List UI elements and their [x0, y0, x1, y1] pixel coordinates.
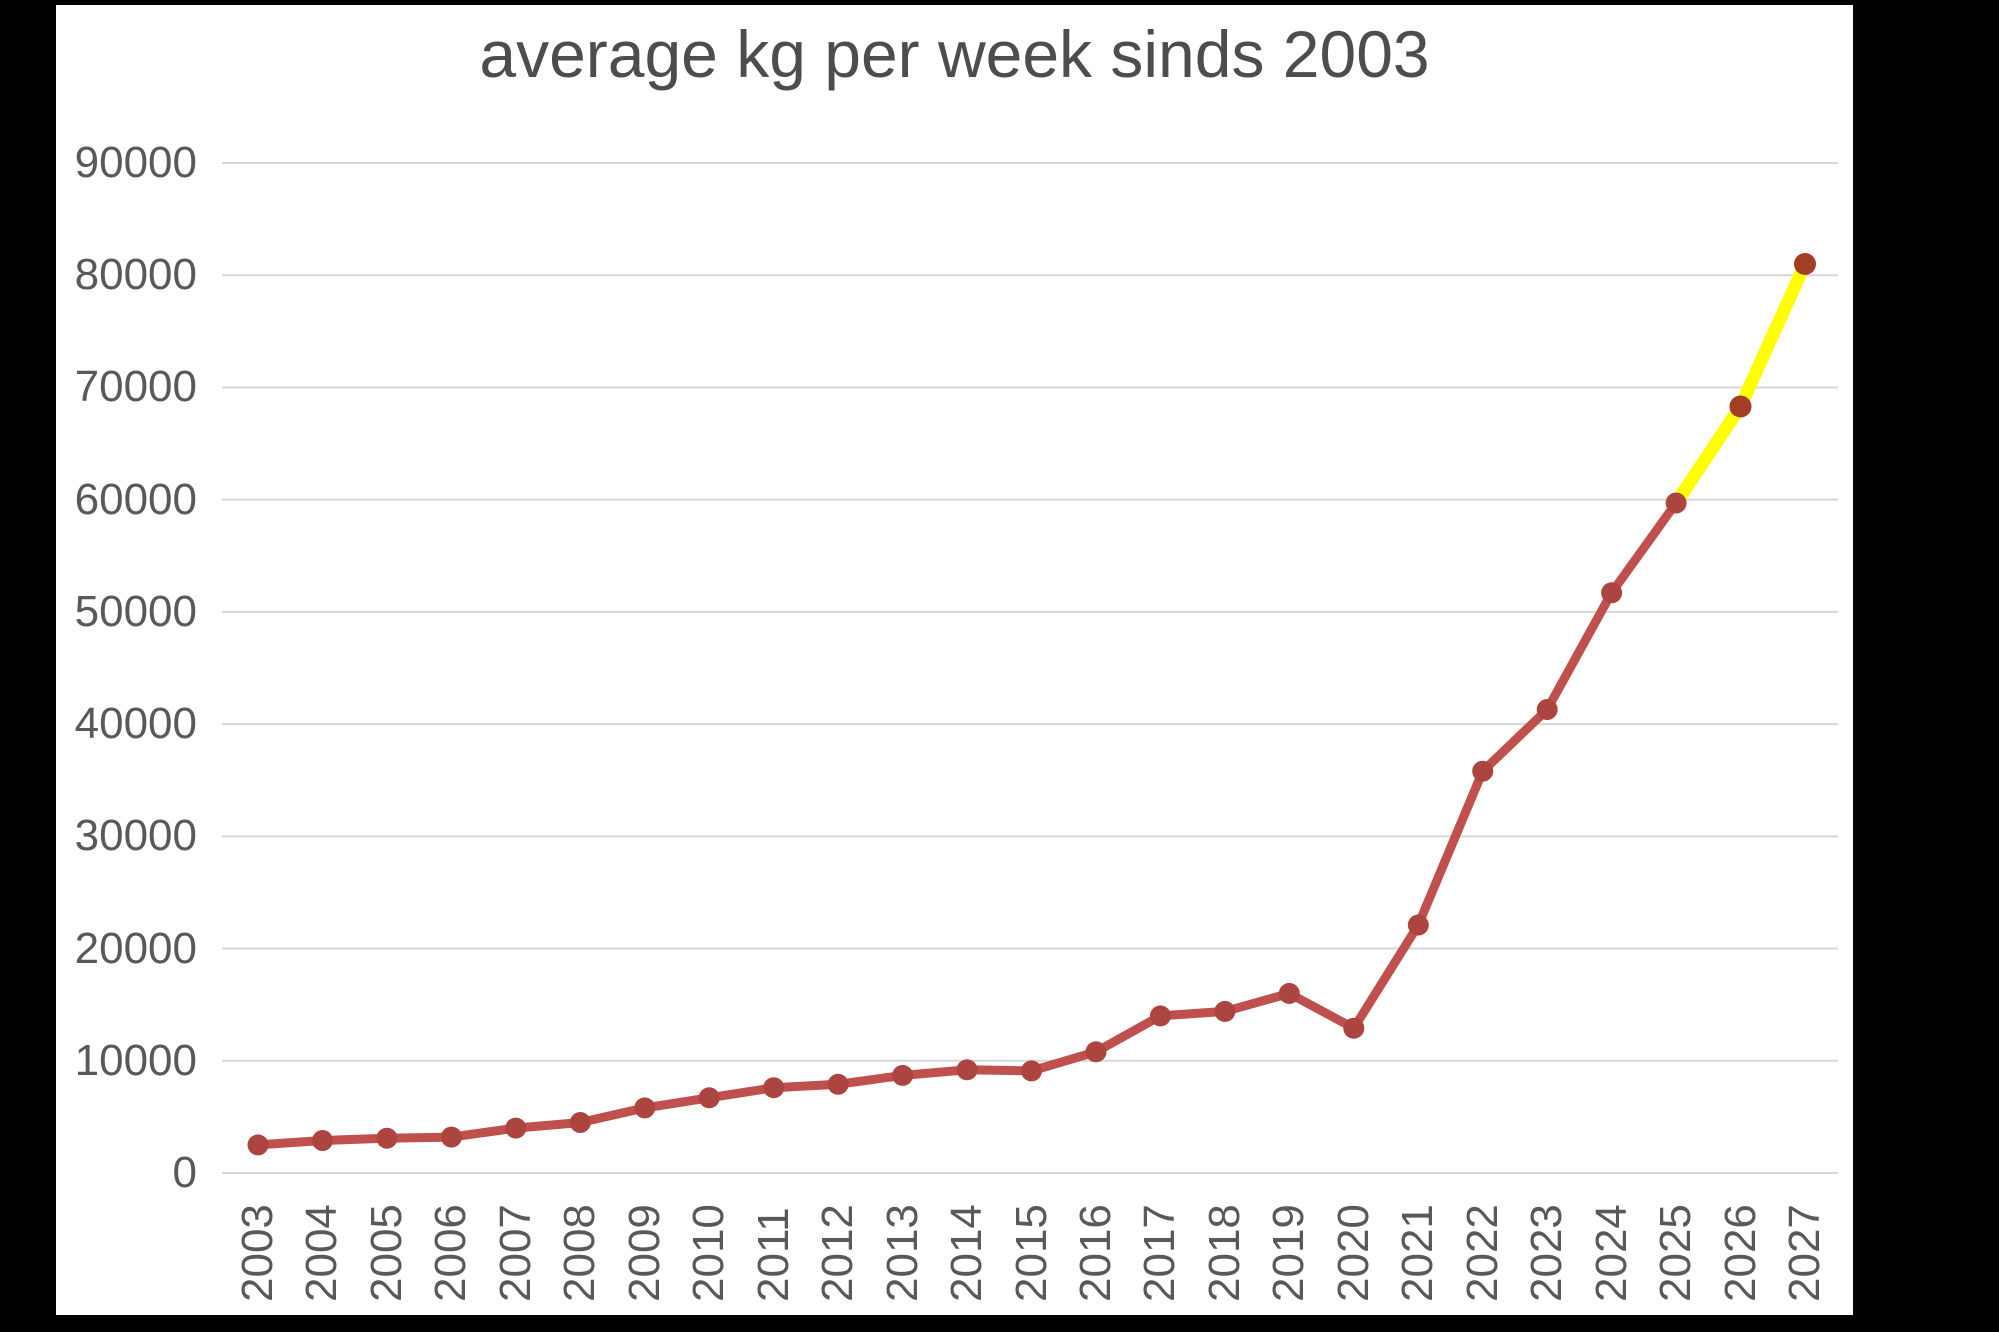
data-point-2027 [1794, 253, 1816, 275]
x-axis-tick-label: 2007 [490, 1204, 540, 1302]
data-point-2007 [505, 1117, 527, 1139]
data-point-2019 [1278, 982, 1300, 1004]
y-axis-tick-label: 40000 [74, 699, 197, 749]
x-axis-tick-label: 2021 [1393, 1204, 1443, 1302]
data-point-2017 [1149, 1005, 1171, 1027]
x-axis-tick-label: 2011 [748, 1207, 798, 1302]
data-point-2018 [1214, 1000, 1236, 1022]
y-axis-tick-label: 70000 [74, 362, 197, 412]
x-axis-tick-label: 2027 [1780, 1204, 1829, 1302]
history-line [253, 498, 1681, 1150]
forecast-line [1669, 257, 1812, 510]
data-point-2023 [1536, 699, 1558, 720]
data-point-2003 [247, 1134, 269, 1156]
data-point-2005 [376, 1127, 398, 1149]
data-point-2022 [1472, 760, 1494, 782]
chart-panel [56, 5, 1853, 1315]
data-point-2026 [1729, 395, 1752, 418]
data-point-2010 [698, 1087, 720, 1109]
y-axis-tick-label: 60000 [74, 474, 197, 524]
data-point-2008 [569, 1112, 591, 1133]
x-axis-tick-label: 2016 [1070, 1204, 1120, 1302]
x-axis-tick-label: 2009 [619, 1204, 669, 1302]
data-point-2024 [1601, 582, 1623, 604]
data-point-2020 [1343, 1017, 1365, 1039]
x-axis-tick-label: 2023 [1522, 1204, 1572, 1302]
data-point-2015 [1021, 1060, 1042, 1082]
y-axis-tick-label: 80000 [74, 250, 197, 300]
x-axis-tick-label: 2020 [1328, 1204, 1378, 1302]
data-point-2011 [763, 1077, 785, 1099]
y-axis-tick-label: 90000 [74, 138, 197, 187]
x-axis-tick-label: 2012 [813, 1204, 863, 1302]
data-point-2004 [312, 1130, 333, 1151]
x-axis-tick-label: 2024 [1586, 1204, 1636, 1302]
x-axis-tick-label: 2008 [555, 1204, 605, 1302]
x-axis-tick-label: 2010 [684, 1204, 734, 1302]
data-point-2021 [1407, 914, 1429, 936]
x-axis-tick-label: 2025 [1651, 1204, 1701, 1302]
data-point-2006 [440, 1126, 462, 1148]
x-axis-tick-label: 2005 [361, 1204, 411, 1302]
x-axis-tick-label: 2026 [1715, 1204, 1765, 1302]
data-point-2014 [956, 1059, 978, 1081]
x-axis-tick-label: 2017 [1135, 1204, 1185, 1302]
y-axis-tick-label: 30000 [74, 811, 197, 861]
x-axis-tick-label: 2014 [942, 1204, 992, 1302]
y-axis-tick-label: 10000 [74, 1035, 197, 1085]
x-axis-tick-label: 2015 [1006, 1204, 1056, 1302]
chart-title: average kg per week sinds 2003 [479, 17, 1430, 91]
data-point-2012 [827, 1073, 849, 1095]
data-point-2013 [892, 1064, 914, 1086]
y-axis-tick-label: 50000 [74, 586, 197, 636]
y-axis-tick-label: 0 [172, 1148, 197, 1197]
x-axis-tick-label: 2003 [233, 1204, 282, 1302]
x-axis-tick-label: 2022 [1457, 1204, 1507, 1302]
x-axis-tick-label: 2004 [297, 1204, 347, 1302]
data-point-2016 [1085, 1041, 1107, 1063]
x-axis-tick-label: 2018 [1199, 1204, 1249, 1302]
x-axis-tick-label: 2006 [426, 1204, 476, 1302]
x-axis-tick-label: 2019 [1264, 1204, 1314, 1302]
data-point-2025 [1665, 492, 1687, 514]
data-point-2009 [634, 1097, 656, 1119]
y-axis-tick-label: 20000 [74, 923, 197, 973]
x-axis-tick-label: 2013 [877, 1204, 927, 1302]
